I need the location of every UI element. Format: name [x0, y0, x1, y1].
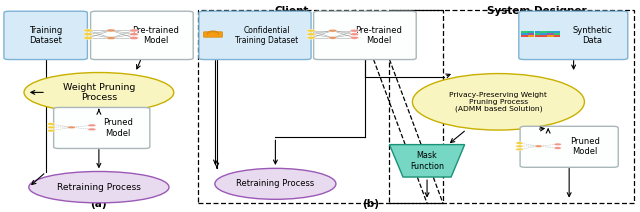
Bar [535, 31, 541, 33]
Circle shape [83, 36, 93, 39]
Ellipse shape [29, 172, 169, 203]
Circle shape [307, 33, 316, 36]
Text: Privacy-Preserving Weight
Pruning Process
(ADMM based Solution): Privacy-Preserving Weight Pruning Proces… [449, 92, 547, 112]
Bar [522, 35, 527, 37]
Bar [540, 31, 547, 33]
Text: Retraining Process: Retraining Process [57, 183, 141, 192]
Circle shape [106, 29, 116, 32]
Bar [547, 31, 554, 33]
Circle shape [535, 145, 542, 147]
Polygon shape [390, 145, 465, 177]
Circle shape [129, 33, 138, 36]
Text: (a): (a) [91, 198, 107, 209]
FancyBboxPatch shape [91, 11, 193, 60]
Circle shape [47, 123, 55, 125]
Bar [535, 35, 541, 37]
Circle shape [83, 29, 93, 32]
Bar [522, 33, 527, 35]
Bar [540, 33, 547, 35]
Circle shape [88, 128, 96, 131]
Bar [528, 31, 534, 33]
Text: Training
Dataset: Training Dataset [29, 26, 62, 45]
Text: Synthetic
Data: Synthetic Data [573, 26, 612, 45]
Text: Weight Pruning
Process: Weight Pruning Process [63, 83, 135, 102]
Circle shape [350, 33, 359, 36]
Text: Mask
Function: Mask Function [410, 151, 444, 170]
Circle shape [516, 148, 524, 151]
FancyBboxPatch shape [520, 126, 618, 167]
Bar [554, 35, 561, 37]
Circle shape [350, 29, 359, 32]
Circle shape [83, 33, 93, 36]
Circle shape [47, 126, 55, 129]
FancyBboxPatch shape [314, 11, 416, 60]
Ellipse shape [215, 168, 336, 199]
Circle shape [307, 36, 316, 39]
Circle shape [328, 29, 337, 32]
Text: (b): (b) [362, 198, 380, 209]
Circle shape [88, 124, 96, 127]
Bar [547, 35, 554, 37]
Circle shape [307, 29, 316, 32]
FancyBboxPatch shape [199, 11, 311, 60]
Text: Pruned
Model: Pruned Model [103, 118, 132, 138]
Circle shape [554, 143, 561, 146]
FancyBboxPatch shape [519, 11, 628, 60]
Bar [535, 33, 541, 35]
Bar [528, 33, 534, 35]
Circle shape [516, 142, 524, 144]
Circle shape [67, 126, 76, 129]
Bar [522, 31, 527, 33]
Circle shape [328, 36, 337, 39]
Circle shape [516, 145, 524, 147]
Ellipse shape [24, 73, 173, 112]
Text: Pre-trained
Model: Pre-trained Model [132, 26, 179, 45]
Bar [554, 33, 561, 35]
FancyBboxPatch shape [54, 107, 150, 148]
Bar [540, 35, 547, 37]
Bar [547, 33, 554, 35]
Ellipse shape [412, 74, 584, 130]
Circle shape [350, 36, 359, 39]
Text: Pre-trained
Model: Pre-trained Model [355, 26, 403, 45]
Circle shape [47, 129, 55, 132]
Text: Pruned
Model: Pruned Model [570, 137, 600, 156]
Bar [554, 31, 561, 33]
Circle shape [129, 36, 138, 39]
Text: System Designer: System Designer [487, 6, 586, 15]
Circle shape [106, 36, 116, 39]
Text: Client: Client [274, 6, 308, 15]
FancyBboxPatch shape [204, 32, 223, 37]
Text: Confidential
Training Dataset: Confidential Training Dataset [235, 26, 298, 45]
Text: Retraining Process: Retraining Process [236, 179, 314, 188]
FancyBboxPatch shape [4, 11, 88, 60]
Circle shape [554, 147, 561, 149]
Circle shape [129, 29, 138, 32]
Bar [528, 35, 534, 37]
